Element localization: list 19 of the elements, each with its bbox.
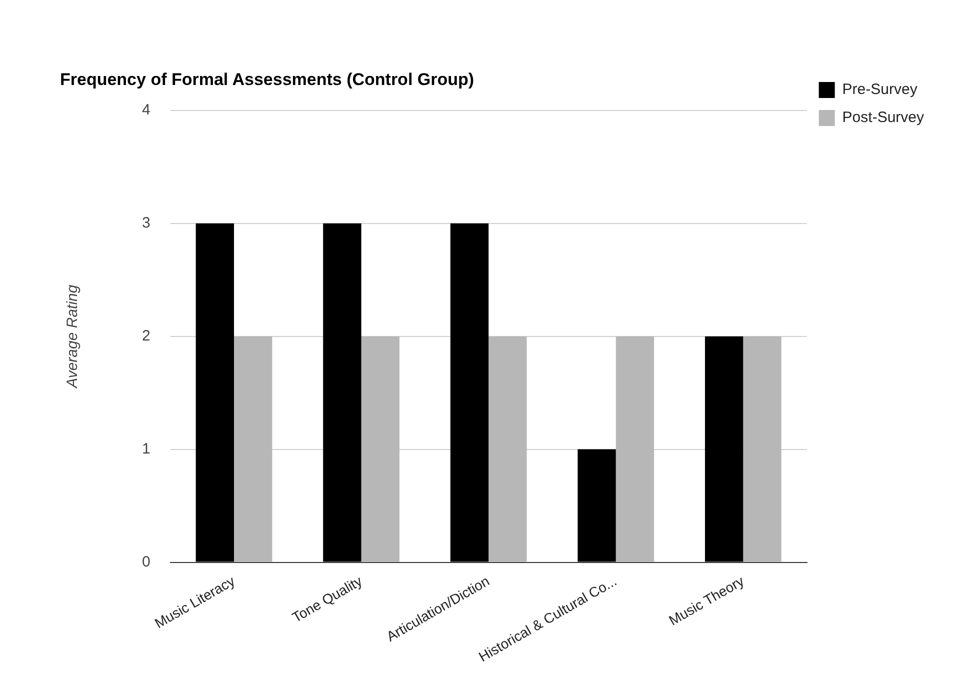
- legend-label: Pre-Survey: [842, 81, 918, 98]
- legend-label: Post-Survey: [842, 109, 924, 126]
- bar: [488, 336, 527, 562]
- bar: [323, 223, 362, 562]
- y-axis-title: Average Rating: [64, 284, 82, 389]
- y-tick-label: 3: [142, 214, 150, 232]
- bar: [616, 336, 654, 562]
- y-tick-label: 1: [142, 440, 150, 458]
- y-tick-label: 0: [142, 553, 150, 570]
- bar: [234, 336, 272, 562]
- bar: [704, 336, 744, 562]
- y-tick-label: 4: [142, 102, 150, 119]
- y-tick-label: 2: [142, 327, 150, 344]
- bar: [743, 336, 782, 562]
- bar: [450, 223, 489, 562]
- chart-title: Frequency of Formal Assessments (Control Group): [60, 70, 474, 89]
- bar: [196, 223, 234, 562]
- bar: [578, 449, 616, 562]
- bar: [361, 336, 400, 562]
